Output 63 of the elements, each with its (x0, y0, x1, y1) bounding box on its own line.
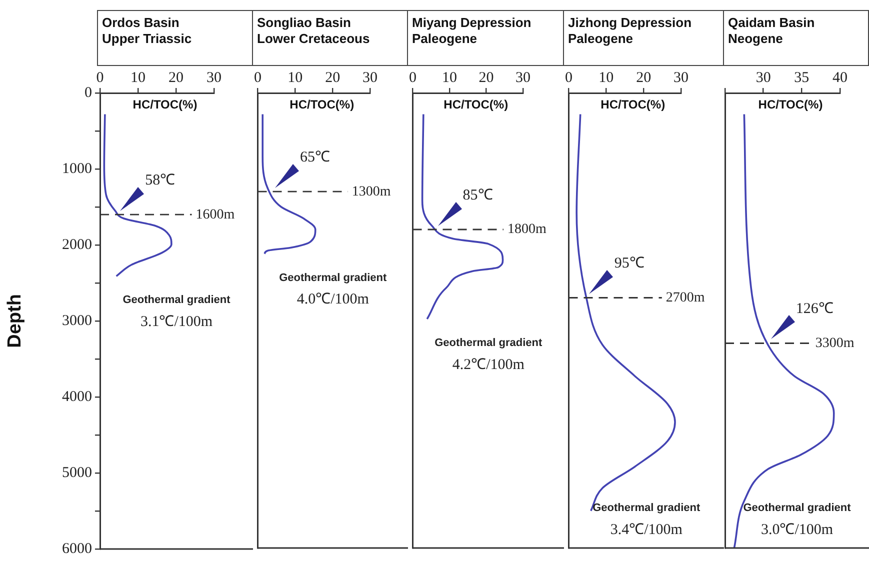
annotation: 4.2℃/100m (452, 356, 525, 373)
annotation: 3.1℃/100m (140, 314, 213, 330)
y-axis-title: Depth (4, 294, 26, 348)
ref-line-label: 3300m (815, 336, 854, 351)
y-tick-label: 0 (84, 84, 92, 101)
line-series (103, 113, 172, 278)
x-tick-label: 0 (565, 70, 572, 86)
annotation: 126℃ (796, 301, 834, 318)
x-tick-label: 35 (794, 70, 810, 86)
ref-line-label: 2700m (666, 290, 705, 306)
x-axis-title: HC/TOC(%) (444, 97, 508, 112)
annotation: 3.4℃/100m (610, 522, 683, 538)
annotation: 85℃ (462, 187, 493, 204)
x-tick-label: 10 (130, 70, 146, 86)
annotation: Geothermal gradient (592, 502, 700, 514)
y-tick-label: 4000 (62, 388, 92, 405)
x-tick-label: 30 (362, 70, 378, 86)
x-tick-label: 40 (832, 70, 848, 86)
y-tick-label: 1000 (62, 160, 92, 177)
x-tick-label: 30 (674, 70, 688, 86)
annotation: 65℃ (300, 150, 330, 166)
annotation: Geothermal gradient (122, 294, 231, 306)
x-axis-title: HC/TOC(%) (758, 97, 823, 112)
annotation: Geothermal gradient (279, 272, 387, 284)
ref-line-label: 1300m (352, 184, 391, 200)
x-axis-title: HC/TOC(%) (290, 97, 354, 112)
x-tick-label: 30 (206, 70, 222, 86)
x-tick-label: 10 (288, 70, 303, 86)
y-tick-label: 5000 (62, 464, 92, 481)
x-axis-title: HC/TOC(%) (132, 97, 198, 112)
x-tick-label: 30 (756, 70, 771, 86)
chart-title: Qaidam Basin (728, 15, 816, 31)
chart-subtitle: Paleogene (412, 31, 478, 47)
x-tick-label: 0 (254, 70, 262, 86)
chart-subtitle: Upper Triassic (102, 31, 193, 47)
y-tick-label: 2000 (62, 236, 92, 253)
ref-line-label: 1800m (508, 222, 546, 238)
x-tick-label: 20 (478, 70, 494, 86)
annotation: 95℃ (614, 256, 644, 272)
x-tick-label: 20 (325, 70, 340, 86)
x-tick-label: 0 (96, 70, 104, 86)
x-tick-label: 0 (409, 70, 416, 86)
chart-title: Jizhong Depression (568, 15, 693, 31)
x-tick-label: 20 (168, 70, 184, 86)
chart-title: Songliao Basin (257, 15, 352, 31)
annotation: 58℃ (145, 172, 176, 189)
y-tick-label: 6000 (62, 540, 92, 557)
x-tick-label: 20 (636, 70, 652, 86)
chart-title: Miyang Depression (412, 15, 532, 31)
x-tick-label: 10 (442, 70, 457, 86)
annotation: 4.0℃/100m (296, 292, 370, 308)
annotation: 3.0℃/100m (760, 522, 834, 538)
chart-subtitle: Neogene (728, 31, 784, 47)
annotation: Geothermal gradient (434, 337, 542, 350)
ref-line-label: 1600m (196, 207, 235, 222)
x-axis-title: HC/TOC(%) (600, 97, 666, 112)
y-tick-label: 3000 (62, 312, 92, 329)
x-tick-label: 30 (516, 70, 530, 86)
chart-subtitle: Paleogene (568, 31, 634, 47)
chart-title: Ordos Basin (102, 15, 180, 31)
chart-subtitle: Lower Cretaceous (257, 31, 371, 47)
annotation: Geothermal gradient (743, 502, 852, 514)
x-tick-label: 10 (598, 70, 614, 86)
